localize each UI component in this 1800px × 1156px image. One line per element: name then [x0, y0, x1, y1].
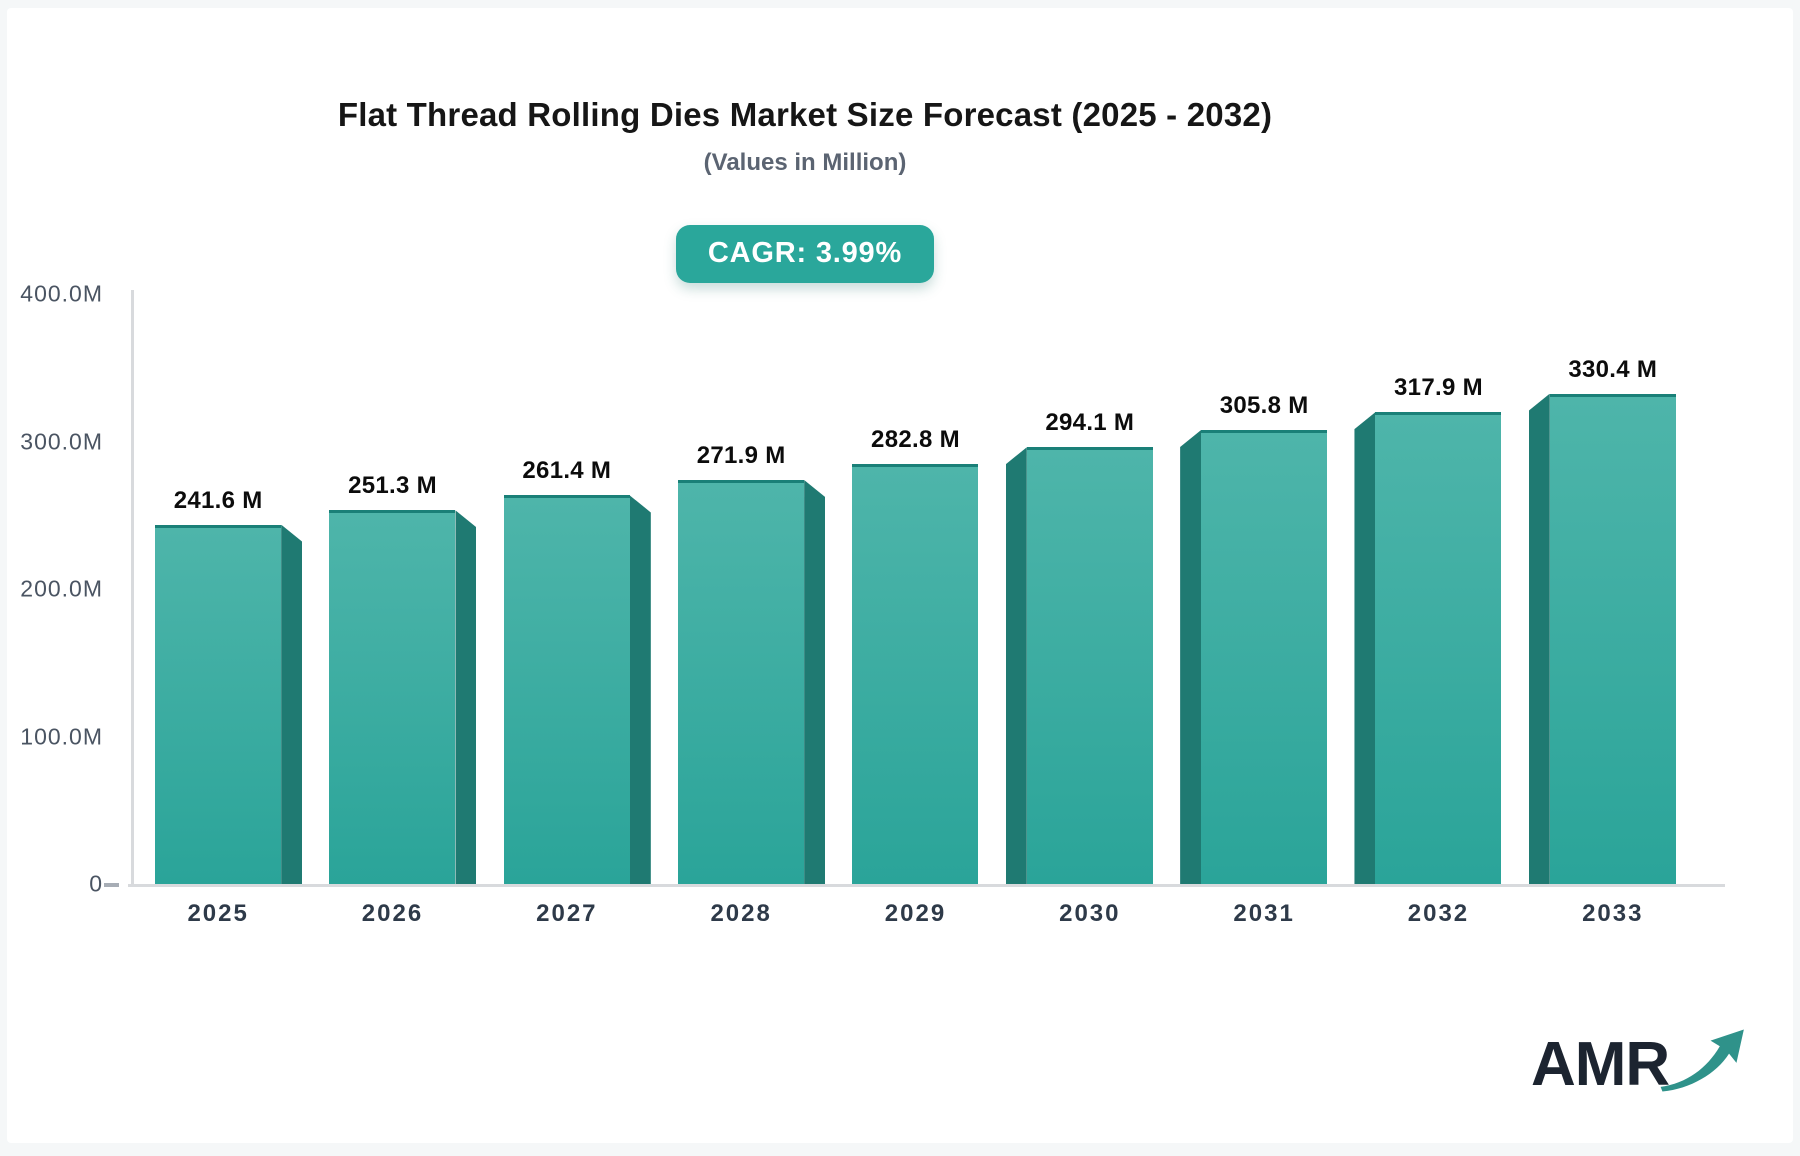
bar-value-label: 282.8 M	[871, 425, 960, 453]
y-axis-line	[131, 290, 134, 887]
plot-area: 241.6 M 2025 251.3 M 2026 261.4 M 2027 271.9 M…	[131, 294, 1700, 927]
bar-3d-side	[281, 524, 303, 884]
bar-2027	[503, 495, 651, 884]
bar-value-label: 305.8 M	[1219, 391, 1309, 419]
y-axis-labels: 400.0M 300.0M 200.0M 100.0M 0	[7, 281, 103, 897]
bar-column-2026: 251.3 M 2026	[305, 294, 479, 927]
bar-column-2032: 317.9 M 2032	[1351, 294, 1525, 927]
bar-2032	[1354, 412, 1502, 884]
amr-logo-text: AMR	[1531, 1030, 1670, 1099]
x-axis-label-2033: 2033	[1582, 900, 1644, 927]
y-axis-zero-tick	[104, 883, 119, 887]
x-axis-label-2028: 2028	[710, 900, 772, 927]
y-tick-label: 200.0M	[20, 575, 103, 602]
chart-card: Flat Thread Rolling Dies Market Size For…	[7, 8, 1793, 1143]
x-axis-line	[128, 884, 1725, 887]
bar-2028	[678, 479, 826, 884]
bar-column-2031: 305.8 M 2031	[1177, 294, 1351, 927]
bar-value-label: 251.3 M	[348, 472, 437, 500]
bar-3d-side	[1005, 447, 1027, 884]
y-tick-label: 300.0M	[20, 428, 103, 454]
bar-value-label: 271.9 M	[696, 441, 786, 469]
growth-arrow-path	[1660, 1029, 1745, 1092]
amr-logo: AMR	[1531, 1029, 1753, 1099]
bar-column-2025: 241.6 M 2025	[131, 294, 305, 927]
bar-2031	[1180, 429, 1328, 884]
bar-column-2027: 261.4 M 2027	[480, 294, 654, 927]
bar-column-2029: 282.8 M 2029	[828, 294, 1002, 927]
chart-title: Flat Thread Rolling Dies Market Size For…	[337, 96, 1273, 133]
bar-3d-side	[1528, 393, 1550, 884]
y-tick-label: 400.0M	[20, 280, 103, 307]
x-axis-label-2030: 2030	[1059, 900, 1121, 927]
cagr-badge-wrap: CAGR: 3.99%	[7, 225, 1603, 283]
bar-2026	[329, 510, 477, 884]
bar-2030	[1005, 447, 1153, 884]
bar-value-label: 330.4 M	[1568, 355, 1658, 383]
bar-column-2033: 330.4 M 2033	[1526, 294, 1700, 927]
x-axis-label-2026: 2026	[361, 900, 424, 927]
bar-3d-side	[804, 479, 826, 884]
bar-value-label: 294.1 M	[1045, 409, 1135, 437]
chart-subtitle: (Values in Million)	[703, 149, 907, 176]
growth-arrow-icon	[1660, 1029, 1745, 1092]
x-axis-label-2031: 2031	[1233, 900, 1295, 927]
cagr-badge: CAGR: 3.99%	[675, 225, 935, 283]
bar-3d-side	[629, 495, 651, 884]
bar-column-2030: 294.1 M 2030	[1003, 294, 1177, 927]
y-tick-label: 0	[89, 870, 103, 897]
bar-value-label: 317.9 M	[1394, 374, 1483, 402]
bar-2033	[1528, 393, 1676, 884]
bar-column-2028: 271.9 M 2028	[654, 294, 828, 927]
bar-value-label: 261.4 M	[522, 457, 612, 485]
bar-3d-side	[455, 510, 477, 884]
x-axis-label-2025: 2025	[187, 900, 249, 927]
bar-2029	[852, 463, 979, 884]
x-axis-label-2027: 2027	[536, 900, 598, 927]
bar-3d-side	[1354, 412, 1376, 884]
x-axis-label-2029: 2029	[884, 900, 947, 927]
bar-value-label: 241.6 M	[173, 486, 263, 514]
y-tick-label: 100.0M	[20, 723, 103, 749]
x-axis-label-2032: 2032	[1407, 900, 1470, 927]
bar-3d-side	[1180, 429, 1202, 884]
bar-2025	[155, 524, 303, 884]
